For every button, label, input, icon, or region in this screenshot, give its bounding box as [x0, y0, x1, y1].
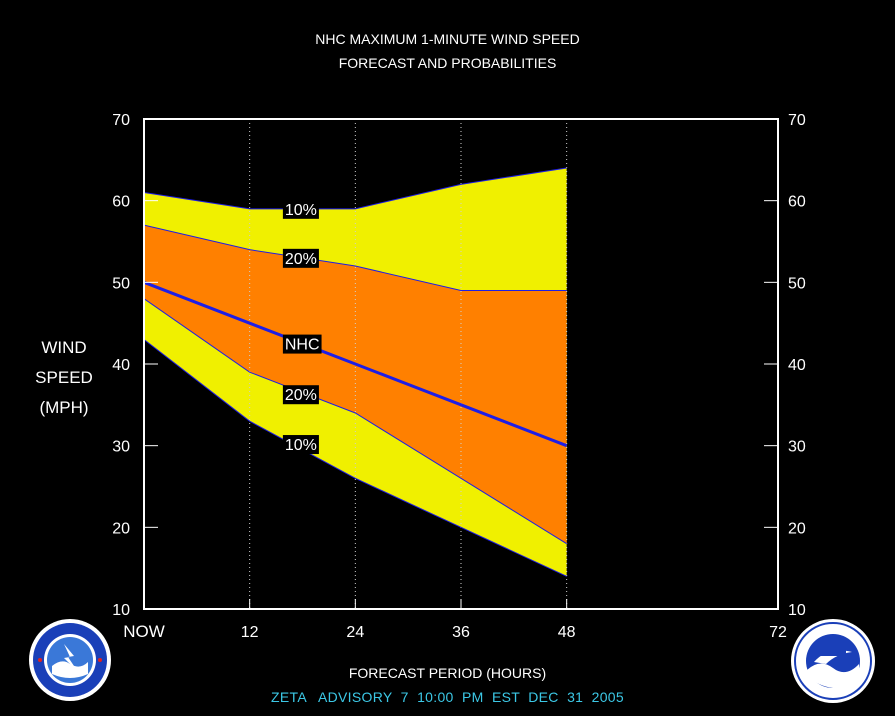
y-tick-label-right-10: 10 — [788, 602, 806, 619]
band-label-bg-4 — [282, 435, 319, 455]
band-label-0: 10% — [282, 199, 319, 219]
band-label-bg-1 — [282, 248, 319, 268]
y-tick-label-right-60: 60 — [788, 194, 806, 211]
band-label-text-0: 10% — [285, 202, 317, 219]
band-20-percent — [144, 225, 567, 544]
series-line-upper10 — [143, 167, 567, 210]
plot-bands — [144, 168, 567, 577]
y-tick-label-left-30: 30 — [112, 439, 130, 456]
y-axis-label-line3: (MPH) — [39, 398, 89, 417]
y-tick-label-right-50: 50 — [788, 275, 806, 292]
band-label-1: 20% — [282, 248, 319, 268]
plot-labels: 10% 20% NHC 20% 10% — [282, 199, 322, 455]
y-tick-label-left-10: 10 — [112, 602, 130, 619]
x-tick-label-12: 12 — [241, 624, 259, 641]
chart-title-line1: NHC MAXIMUM 1-MINUTE WIND SPEED — [315, 31, 580, 47]
y-tick-label-left-60: 60 — [112, 194, 130, 211]
nws-logo-icon — [29, 619, 111, 701]
y-tick-label-left-70: 70 — [112, 112, 130, 129]
series-line-lower20 — [143, 298, 567, 545]
y-axis-label-line2: SPEED — [35, 368, 93, 387]
band-label-4: 10% — [282, 435, 319, 455]
x-tick-label-72: 72 — [769, 624, 787, 641]
band-label-2: NHC — [282, 334, 322, 354]
x-tick-label-0: NOW — [123, 622, 165, 641]
y-tick-label-left-50: 50 — [112, 275, 130, 292]
band-label-bg-0 — [282, 199, 319, 219]
y-tick-label-left-20: 20 — [112, 520, 130, 537]
x-tick-label-24: 24 — [346, 624, 364, 641]
y-tick-label-left-40: 40 — [112, 357, 130, 374]
series-line-nhc — [143, 280, 568, 448]
series-line-upper20 — [143, 224, 567, 291]
series-line-lower10 — [143, 339, 567, 577]
band-label-3: 20% — [282, 385, 319, 405]
plot-axes: 10 10 20 20 30 30 40 40 50 50 60 60 70 70 NOW 12 24 36 48 7… — [112, 112, 806, 641]
band-label-bg-2 — [282, 334, 322, 354]
advisory-footer: ZETA ADVISORY 7 10:00 PM EST DEC 31 2005 — [271, 689, 624, 705]
band-label-text-4: 10% — [285, 437, 317, 454]
y-axis-label-line1: WIND — [41, 338, 87, 357]
chart-title-line2: FORECAST AND PROBABILITIES — [338, 55, 557, 71]
band-label-text-1: 20% — [285, 251, 317, 268]
y-tick-label-right-30: 30 — [788, 439, 806, 456]
plot-lines — [143, 167, 568, 577]
y-tick-label-right-70: 70 — [788, 112, 806, 129]
y-tick-label-right-40: 40 — [788, 357, 806, 374]
y-tick-label-right-20: 20 — [788, 520, 806, 537]
x-tick-label-48: 48 — [558, 624, 576, 641]
x-axis-label: FORECAST PERIOD (HOURS) — [348, 665, 547, 681]
band-label-bg-3 — [282, 385, 319, 405]
band-label-text-2: NHC — [285, 337, 320, 354]
band-label-text-3: 20% — [285, 387, 317, 404]
x-tick-label-36: 36 — [452, 624, 470, 641]
noaa-logo-icon — [791, 619, 875, 703]
